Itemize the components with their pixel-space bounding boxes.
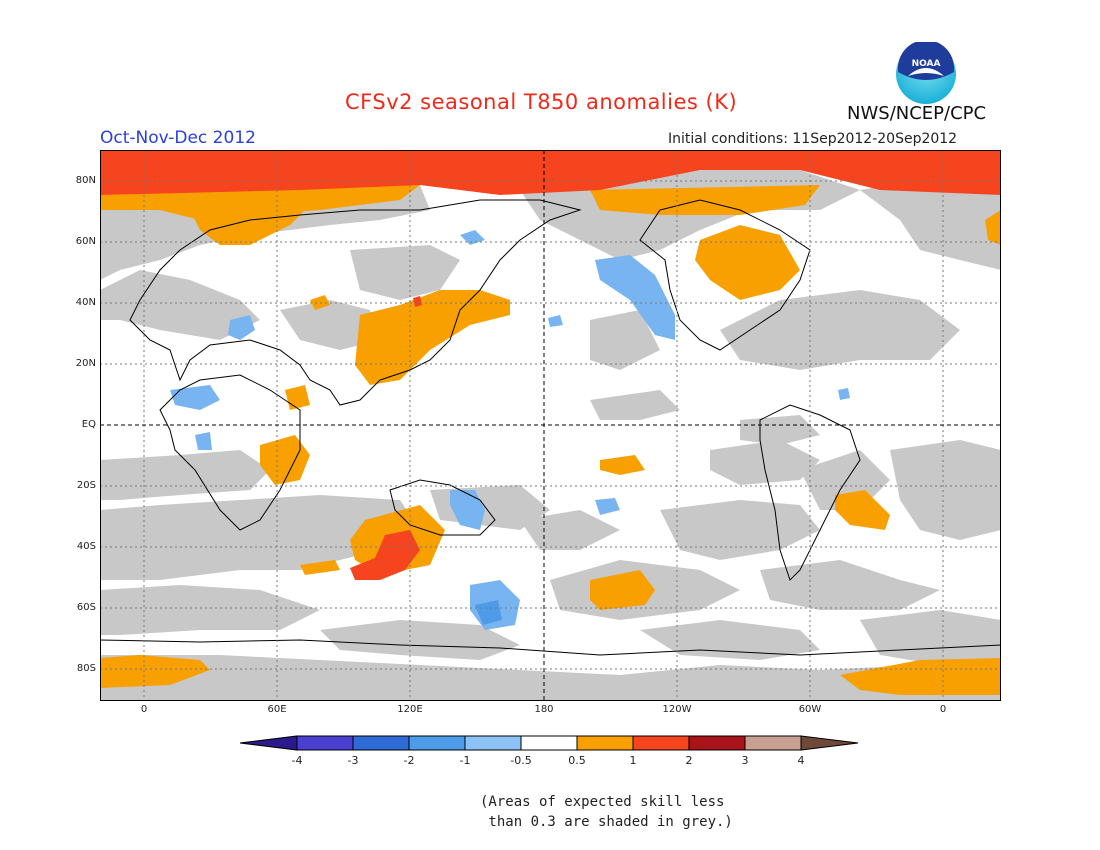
equator-dateline [100, 150, 1001, 701]
x-label-180: 180 [534, 704, 554, 715]
y-label-60n: 60N [75, 236, 96, 247]
svg-text:NOAA: NOAA [912, 59, 941, 69]
colorbar-boxes [240, 735, 859, 751]
x-label-120w: 120W [662, 704, 692, 715]
colorbar-label: 2 [686, 754, 693, 767]
colorbar-label: -1 [460, 754, 471, 767]
y-label-eq: EQ [81, 419, 96, 430]
colorbar-box [576, 735, 634, 751]
colorbar-box [352, 735, 410, 751]
colorbar-box [744, 735, 802, 751]
y-label-60s: 60S [76, 602, 96, 613]
x-label-0-east: 0 [939, 704, 947, 715]
initial-conditions-label: Initial conditions: 11Sep2012-20Sep2012 [668, 131, 958, 147]
y-label-20s: 20S [76, 480, 96, 491]
x-label-60w: 60W [798, 704, 822, 715]
colorbar-label: 1 [630, 754, 637, 767]
map-title: CFSv2 seasonal T850 anomalies (K) [345, 90, 738, 114]
y-label-80n: 80N [75, 175, 96, 186]
colorbar-box [296, 735, 354, 751]
x-label-120e: 120E [397, 704, 423, 715]
season-label: Oct-Nov-Dec 2012 [100, 128, 256, 148]
noaa-logo: NOAA [896, 42, 956, 104]
colorbar-labels: -4 -3 -2 -1 -0.5 0.5 1 2 3 4 [292, 754, 805, 767]
colorbar-box [632, 735, 690, 751]
coastlines [100, 199, 1001, 656]
y-label-40s: 40S [76, 541, 96, 552]
colorbar-label: -4 [292, 754, 303, 767]
skill-note: (Areas of expected skill less than 0.3 a… [480, 794, 733, 830]
colorbar-label: -3 [348, 754, 359, 767]
colorbar-box [464, 735, 522, 751]
x-label-60e: 60E [267, 704, 287, 715]
colorbar: -4 -3 -2 -1 -0.5 0.5 1 2 3 4 [240, 735, 859, 767]
anomaly-red [100, 150, 1001, 580]
y-label-40n: 40N [75, 297, 96, 308]
colorbar-label: 3 [742, 754, 749, 767]
colorbar-box [520, 735, 578, 751]
y-label-20n: 20N [75, 358, 96, 369]
anomaly-orange [100, 185, 1001, 695]
y-axis-label-column: 80N 60N 40N 20N EQ 20S 40S 60S 80S [60, 150, 96, 701]
world-map: 80N 60N 40N 20N EQ 20S 40S 60S 80S [100, 150, 1001, 701]
colorbar-label: 0.5 [568, 754, 586, 767]
anomaly-blue-strong [475, 600, 502, 625]
x-label-0: 0 [140, 704, 148, 715]
colorbar-box [688, 735, 746, 751]
colorbar-arrow-high [800, 735, 859, 751]
colorbar-label: -0.5 [510, 754, 531, 767]
colorbar-label: 4 [798, 754, 805, 767]
colorbar-label: -2 [404, 754, 415, 767]
y-label-80s: 80S [76, 663, 96, 674]
agency-label: NWS/NCEP/CPC [847, 103, 987, 124]
colorbar-box [408, 735, 466, 751]
colorbar-arrow-low [240, 735, 298, 751]
